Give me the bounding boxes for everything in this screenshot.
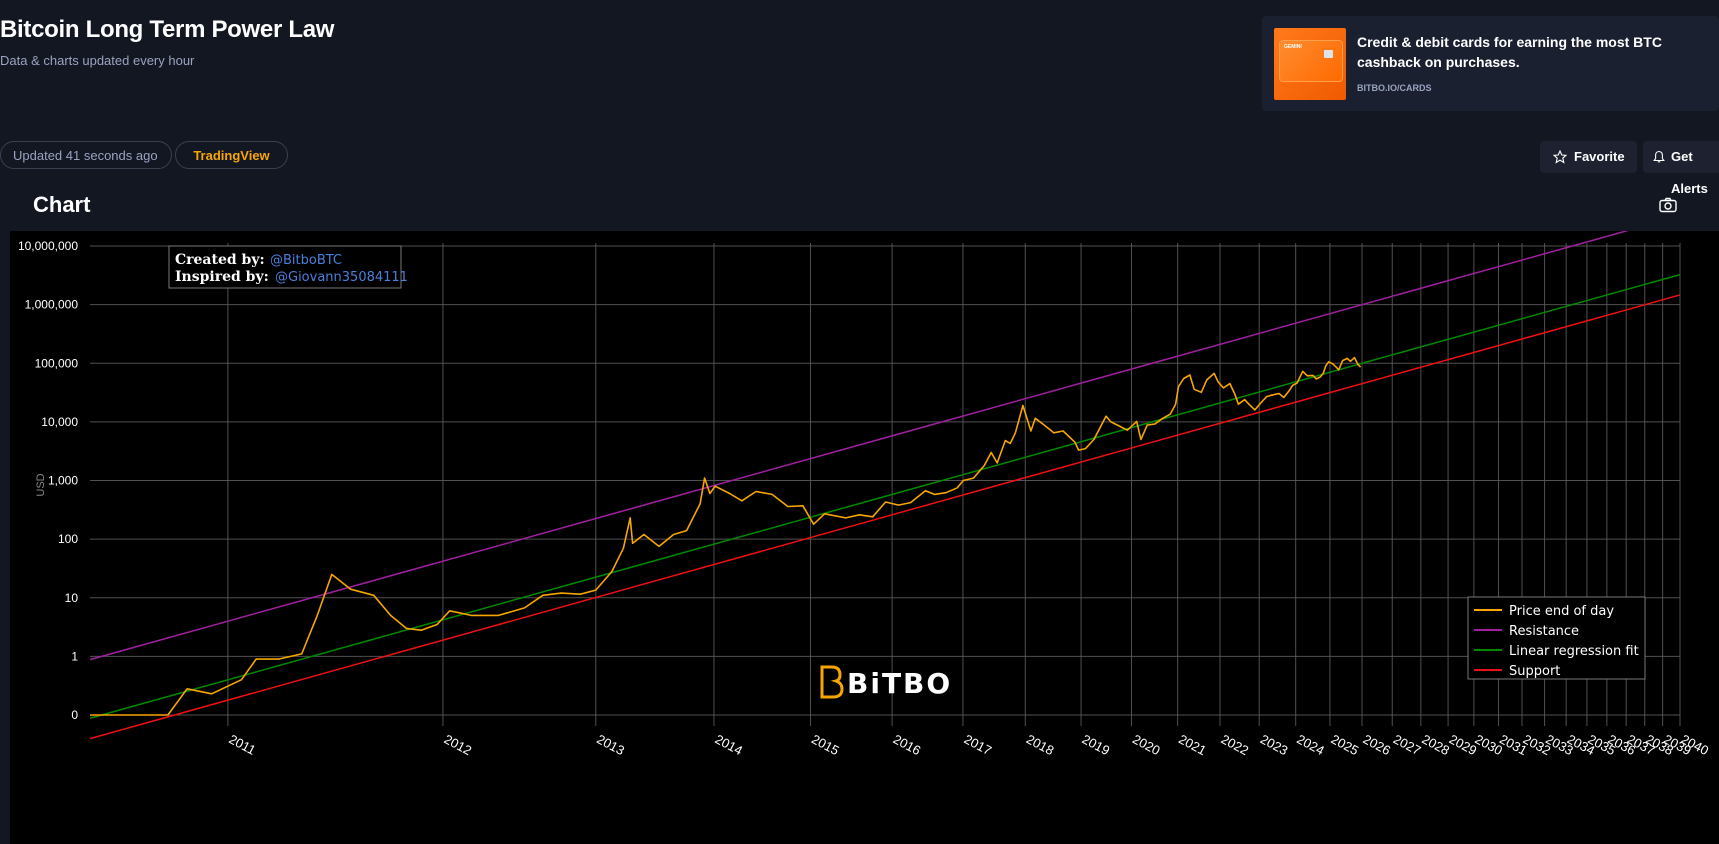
y-tick-label: 1,000,000 <box>25 298 79 312</box>
bitbo-logo-icon <box>820 665 844 699</box>
star-icon <box>1553 150 1567 164</box>
y-tick-label: 1 <box>71 649 78 663</box>
ad-title[interactable]: Credit & debit cards for earning the mos… <box>1357 34 1662 70</box>
x-tick-label: 2019 <box>1080 731 1113 758</box>
x-tick-label: 2024 <box>1294 731 1327 758</box>
inspired-by-link[interactable]: @Giovann35084111 <box>275 270 408 285</box>
legend-item-regression[interactable]: Linear regression fit <box>1474 644 1639 659</box>
watermark-text: BiTBO <box>847 667 952 700</box>
chart-plot-area[interactable]: 0 1 10 100 1,000 10,000 100,000 1,000,000 10,000… <box>10 231 1719 844</box>
page-subtitle: Data & charts updated every hour <box>0 53 195 68</box>
x-tick-label: 2016 <box>891 731 924 758</box>
y-tick-label: 10 <box>65 591 79 605</box>
x-tick-label: 2027 <box>1391 731 1424 758</box>
y-tick-label: 10,000 <box>41 415 78 429</box>
card-image <box>1279 40 1343 82</box>
page-title: Bitcoin Long Term Power Law <box>0 16 335 43</box>
y-axis-label: USD <box>35 473 47 496</box>
y-tick-label: 100,000 <box>35 356 79 370</box>
series-line-price-end-of-day[interactable] <box>90 356 1362 716</box>
credits-annotation: Created by: @BitboBTC Inspired by: @Giov… <box>168 245 408 289</box>
updated-badge: Updated 41 seconds ago <box>0 141 172 169</box>
x-tick-label: 2021 <box>1176 731 1209 758</box>
bitbo-logo: BiTBO <box>820 665 952 700</box>
x-tick-label: 2026 <box>1361 731 1394 758</box>
get-alerts-label: Get Alerts <box>1671 149 1708 196</box>
ad-link[interactable]: BITBO.IO/CARDS <box>1357 83 1432 93</box>
y-tick-label: 1,000 <box>48 474 78 488</box>
card-ad-image[interactable]: GEMINI <box>1274 28 1346 100</box>
power-law-chart[interactable]: 0 1 10 100 1,000 10,000 100,000 1,000,000 10,000… <box>10 231 1719 844</box>
get-alerts-button[interactable]: Get Alerts <box>1643 141 1719 196</box>
camera-icon[interactable] <box>1659 197 1677 213</box>
series-line-support[interactable] <box>89 294 1681 740</box>
x-tick-label: 2014 <box>713 731 746 758</box>
x-tick-label: 2022 <box>1219 731 1252 758</box>
tradingview-link[interactable]: TradingView <box>175 141 288 169</box>
card-chip-icon <box>1324 50 1333 58</box>
legend-item-resistance[interactable]: Resistance <box>1474 624 1579 639</box>
x-tick-label: 2013 <box>594 731 627 758</box>
bell-icon <box>1653 150 1665 163</box>
legend-label-regression: Linear regression fit <box>1509 644 1639 659</box>
created-by-label: Created by: <box>175 252 265 268</box>
legend-label-support: Support <box>1509 664 1560 679</box>
x-tick-label: 2020 <box>1130 731 1163 758</box>
legend-label-price: Price end of day <box>1509 604 1614 619</box>
x-tick-label: 2023 <box>1258 731 1291 758</box>
card-brand-text: GEMINI <box>1284 44 1302 50</box>
created-by-link[interactable]: @BitboBTC <box>270 253 342 268</box>
x-tick-label: 2011 <box>226 731 258 757</box>
x-tick-label: 2015 <box>809 731 842 758</box>
x-tick-label: 2012 <box>442 731 475 758</box>
x-tick-label: 2025 <box>1329 731 1362 758</box>
series-line-resistance[interactable] <box>89 231 1680 661</box>
y-tick-label: 100 <box>58 532 78 546</box>
section-title: Chart <box>33 192 91 217</box>
chart-legend: Price end of day Resistance Linear regre… <box>1467 596 1646 680</box>
x-tick-label: 2017 <box>962 731 995 758</box>
legend-item-price[interactable]: Price end of day <box>1474 604 1614 619</box>
x-tick-label: 2018 <box>1024 731 1057 758</box>
inspired-by-label: Inspired by: <box>175 269 269 285</box>
y-tick-label: 10,000,000 <box>18 239 78 253</box>
ad-banner[interactable]: GEMINI Credit & debit cards for earning … <box>1262 16 1719 111</box>
y-tick-label: 0 <box>71 708 78 722</box>
favorite-label: Favorite <box>1574 149 1625 164</box>
favorite-button[interactable]: Favorite <box>1540 141 1637 173</box>
legend-item-support[interactable]: Support <box>1474 664 1560 679</box>
legend-label-resistance: Resistance <box>1509 624 1579 639</box>
series-line-linear-regression-fit[interactable] <box>89 273 1681 720</box>
